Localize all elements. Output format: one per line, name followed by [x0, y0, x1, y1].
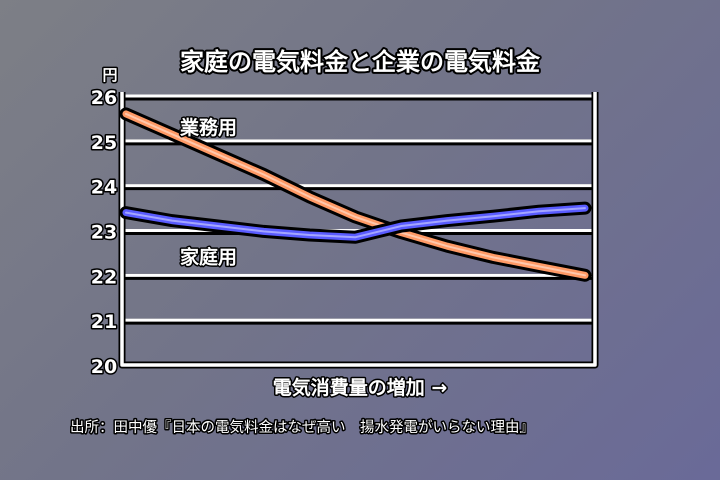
series-label: 業務用 [179, 116, 237, 139]
y-tick-label: 22 [91, 266, 117, 288]
y-tick-label: 25 [91, 132, 117, 154]
y-tick-label: 26 [91, 87, 117, 109]
axes [118, 92, 599, 369]
y-tick-labels: 20 21 22 23 24 25 26 [89, 86, 118, 380]
y-axis-unit-label: 円 [102, 66, 117, 84]
source-note: 出所：田中優『日本の電気料金はなぜ高い 揚水発電がいらない理由』 [70, 419, 534, 436]
axis-frame [120, 92, 597, 367]
series-line-highlight [125, 207, 586, 239]
series-line-highlight [125, 112, 586, 277]
y-tick-label: 21 [91, 311, 117, 333]
y-tick-label: 20 [91, 356, 117, 378]
y-tick-label: 23 [91, 222, 117, 244]
series-lines [119, 107, 592, 282]
series-line [122, 204, 589, 241]
series-line [122, 110, 589, 279]
chart-title: 家庭の電気料金と企業の電気料金 [180, 48, 541, 76]
y-tick-label: 24 [91, 177, 117, 199]
x-axis-label: 電気消費量の増加 → [273, 376, 448, 399]
series-label: 家庭用 [180, 246, 237, 269]
